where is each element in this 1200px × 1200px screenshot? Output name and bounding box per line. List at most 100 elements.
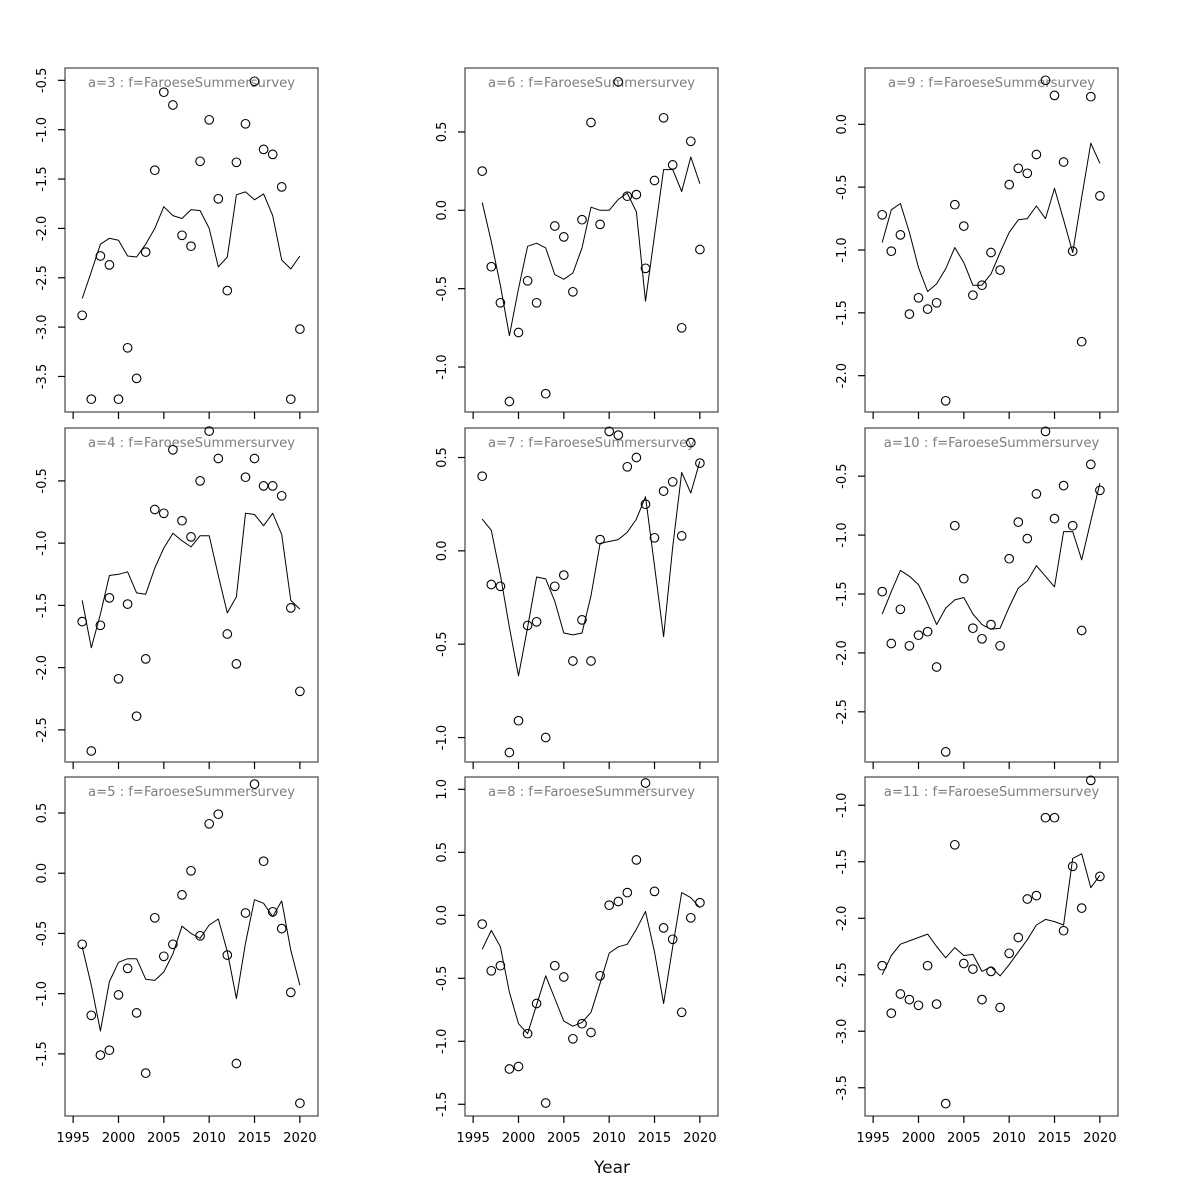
y-tick-label: -1.5: [35, 593, 50, 618]
data-point: [140, 654, 151, 664]
data-point: [104, 1045, 115, 1056]
data-point: [122, 599, 133, 609]
data-point: [1004, 948, 1015, 959]
y-tick-label: -0.5: [435, 276, 450, 301]
panel-a8: a=8 : f=FaroeseSummersurvey 1.0 0.5 0.0 -0.5…: [435, 776, 719, 1146]
data-point: [640, 263, 651, 274]
smoother-line: [481, 892, 701, 1035]
x-tick-label: 2000: [102, 1131, 136, 1146]
data-point: [649, 175, 660, 186]
panel-title: a=11 : f=FaroeseSummersurvey: [884, 785, 1100, 800]
data-point: [1049, 513, 1060, 524]
panel-box: [464, 67, 719, 413]
smoother-line: [881, 483, 1101, 630]
x-tick-label: 2010: [992, 1131, 1026, 1146]
y-tick-label: -2.5: [35, 717, 50, 742]
data-point: [595, 219, 605, 230]
data-point: [958, 958, 969, 969]
x-tick-label: 2005: [547, 1131, 581, 1146]
data-point: [149, 912, 160, 923]
panel-a9: a=9 : f=FaroeseSummersurvey 0.0 -0.5 -1.0 -1…: [835, 67, 1119, 419]
data-point: [222, 950, 233, 960]
data-point: [986, 966, 996, 977]
data-point: [113, 394, 124, 405]
data-point: [204, 818, 215, 829]
x-tick-label: 2005: [147, 1131, 181, 1146]
y-tick-label: -3.5: [35, 364, 50, 389]
data-point: [649, 532, 660, 543]
data-point: [86, 1010, 97, 1021]
data-point: [1049, 90, 1060, 101]
y-tick-label: 0.5: [35, 803, 50, 824]
data-point: [267, 149, 278, 160]
data-point: [595, 534, 605, 545]
data-point: [977, 994, 987, 1005]
x-tick-label: 2020: [683, 1131, 717, 1146]
data-point: [258, 144, 269, 155]
data-point: [213, 453, 224, 464]
data-point: [922, 626, 933, 637]
data-point: [631, 189, 642, 200]
data-point: [1085, 91, 1096, 102]
data-point: [1095, 485, 1105, 496]
data-point: [204, 114, 215, 125]
data-point: [913, 630, 924, 641]
data-point: [1022, 894, 1033, 904]
data-point: [931, 297, 942, 308]
data-point: [940, 395, 951, 406]
data-point: [931, 662, 942, 672]
data-point: [513, 715, 524, 726]
data-point: [568, 656, 578, 666]
data-point: [177, 230, 187, 241]
data-point: [540, 388, 551, 399]
data-point: [1004, 179, 1015, 190]
x-tick-label: 1995: [856, 1131, 890, 1146]
data-point: [295, 1098, 305, 1109]
data-point: [86, 394, 97, 405]
data-point: [195, 156, 205, 167]
data-point: [1031, 489, 1042, 499]
y-tick-label: -0.5: [835, 174, 850, 199]
panel-box: [864, 776, 1119, 1117]
data-point: [977, 280, 987, 291]
x-tick-label: 2015: [638, 1131, 672, 1146]
data-point: [240, 118, 251, 129]
y-tick-label: 0.0: [435, 905, 450, 926]
data-point: [586, 656, 596, 666]
data-point: [586, 1027, 596, 1038]
data-point: [113, 990, 124, 1000]
y-tick-label: 0.0: [35, 863, 50, 884]
y-tick-label: -3.0: [35, 314, 50, 339]
y-tick-label: 0.5: [435, 447, 450, 468]
data-point: [1085, 775, 1096, 786]
data-point: [77, 939, 88, 950]
data-point: [276, 923, 287, 934]
data-point: [913, 1000, 924, 1011]
data-point: [904, 309, 915, 319]
data-point: [77, 616, 88, 627]
smoother-line: [881, 853, 1101, 977]
panel-title: a=5 : f=FaroeseSummersurvey: [88, 785, 295, 800]
y-tick-label: -1.5: [35, 1041, 50, 1066]
data-point: [195, 930, 205, 941]
data-point: [204, 426, 215, 436]
x-tick-label: 2015: [1038, 1131, 1072, 1146]
data-point: [77, 310, 88, 321]
data-point: [1022, 168, 1033, 179]
data-point: [958, 221, 969, 231]
data-point: [240, 908, 251, 918]
data-point: [1049, 812, 1060, 823]
y-tick-label: -2.5: [835, 699, 850, 724]
data-point: [922, 304, 933, 314]
y-tick-label: -0.5: [435, 966, 450, 991]
data-point: [886, 638, 897, 649]
data-point: [531, 616, 542, 627]
y-tick-label: -3.5: [835, 1075, 850, 1100]
data-point: [213, 193, 224, 204]
data-point: [285, 394, 296, 405]
data-point: [158, 87, 169, 98]
data-point: [495, 960, 506, 971]
panel-a7: a=7 : f=FaroeseSummersurvey 0.5 0.0 -0.5 -1.…: [435, 426, 719, 769]
